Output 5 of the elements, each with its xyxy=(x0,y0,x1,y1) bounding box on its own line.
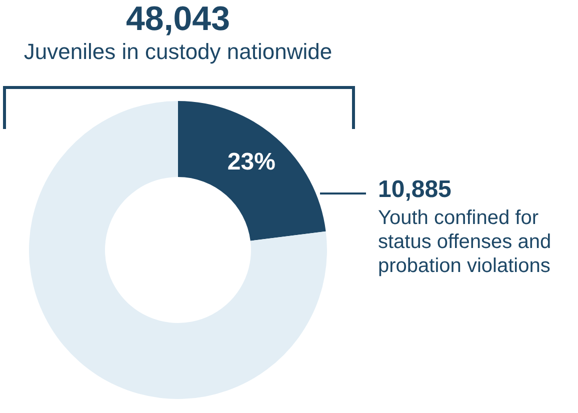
chart-subtitle: Juveniles in custody nationwide xyxy=(22,38,334,66)
text: 10,885 xyxy=(378,176,452,204)
data-label: 23% xyxy=(227,148,276,176)
slice-label: Youth confined for status offenses and probation violations xyxy=(378,206,552,278)
chart-title: 48,043 xyxy=(125,0,231,38)
